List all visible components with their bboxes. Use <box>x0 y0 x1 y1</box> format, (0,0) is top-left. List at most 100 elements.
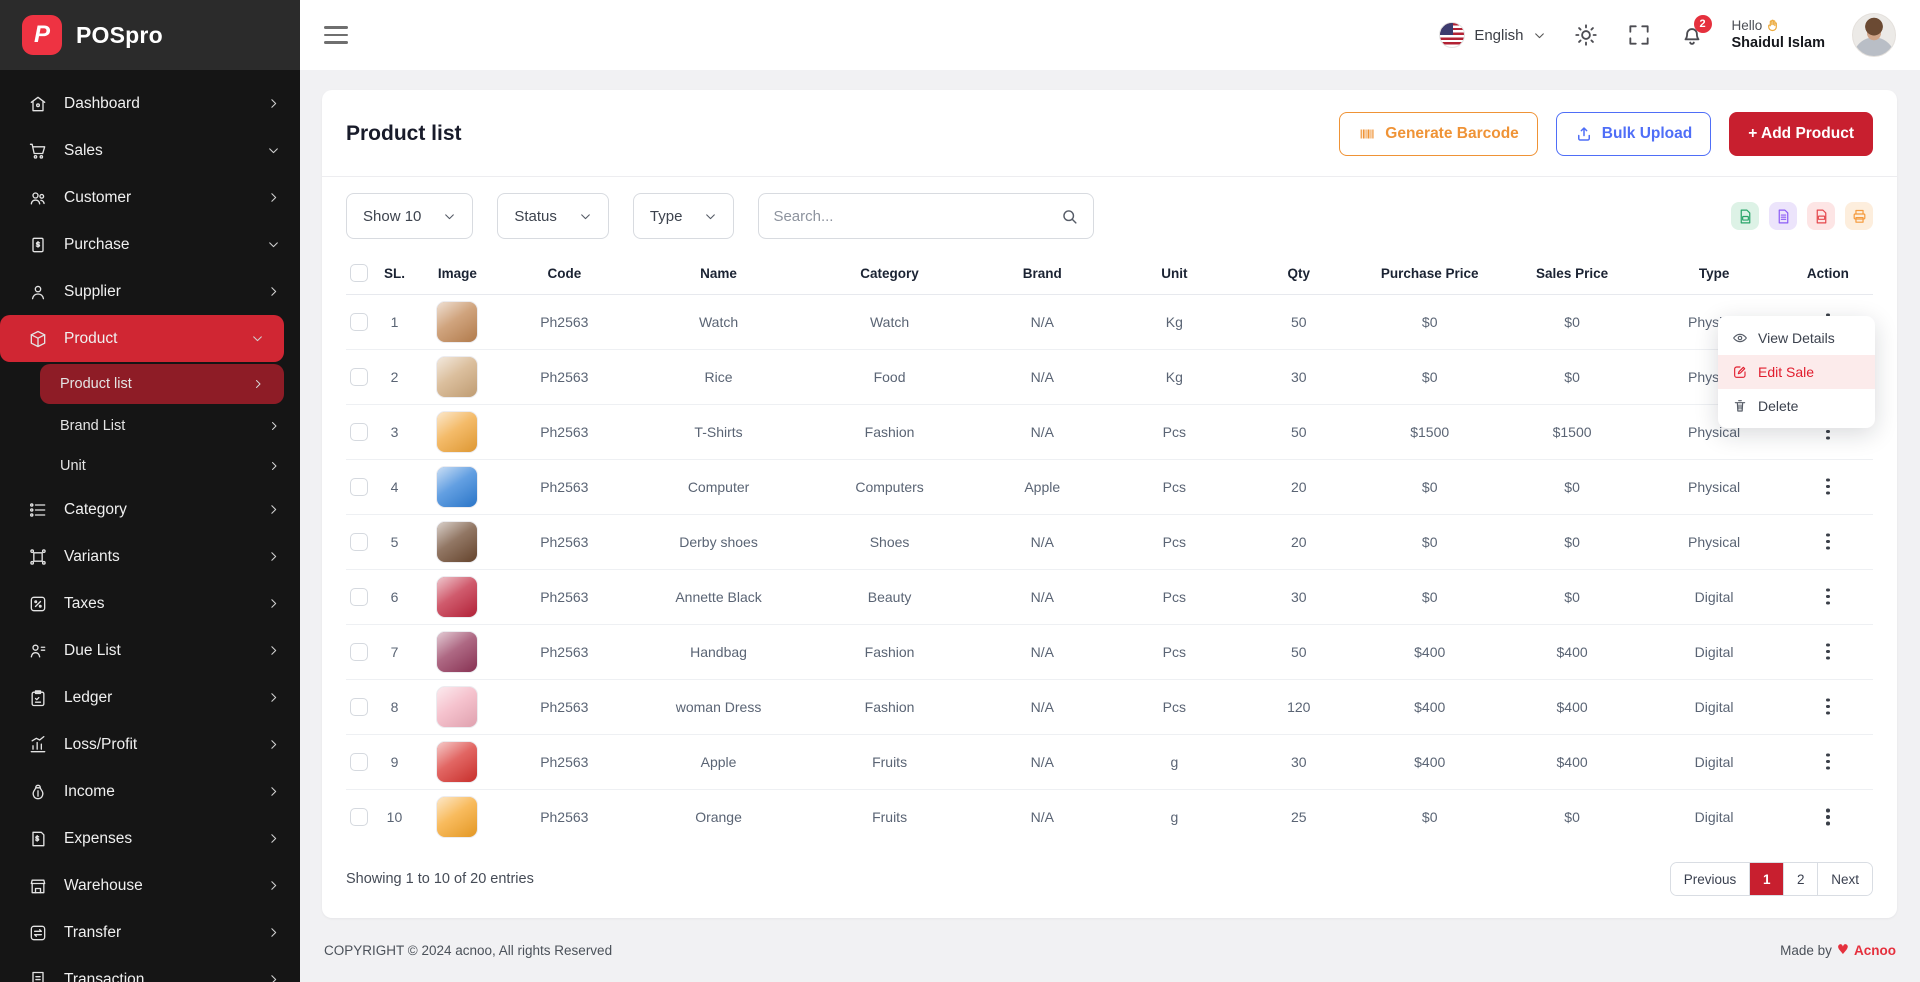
row-actions-kebab-icon[interactable] <box>1816 750 1840 774</box>
row-actions-kebab-icon[interactable] <box>1816 640 1840 664</box>
notification-badge: 2 <box>1693 15 1712 33</box>
sidebar-item-label: Supplier <box>64 282 121 300</box>
cell-type: Physical <box>1645 459 1783 515</box>
sidebar-subitem-product-list[interactable]: Product list <box>40 364 284 404</box>
search-icon[interactable] <box>1060 207 1079 226</box>
edit-pencil-icon <box>1734 366 1746 378</box>
brand-logo-icon: P <box>22 15 62 55</box>
search-input[interactable] <box>773 207 1051 225</box>
show-entries-select[interactable]: Show 10 <box>346 193 474 239</box>
row-actions-kebab-icon[interactable] <box>1816 695 1840 719</box>
row-checkbox[interactable] <box>349 697 368 716</box>
cell-qty: 120 <box>1236 679 1361 735</box>
sidebar-item-expenses[interactable]: Expenses <box>0 815 300 862</box>
show-entries-value: Show 10 <box>363 207 422 225</box>
row-checkbox[interactable] <box>349 642 368 661</box>
sidebar-item-warehouse[interactable]: Warehouse <box>0 862 300 909</box>
export-pdf-button[interactable] <box>1807 202 1835 230</box>
add-product-button[interactable]: + Add Product <box>1729 112 1873 156</box>
language-selector[interactable]: English <box>1439 22 1545 48</box>
menu-item-edit-sale[interactable]: Edit Sale <box>1718 355 1875 389</box>
cell-name: Handbag <box>630 624 807 680</box>
pagination-page-1[interactable]: 1 <box>1749 863 1784 895</box>
col-header-action: Action <box>1782 253 1873 295</box>
sidebar-item-income[interactable]: Income <box>0 768 300 815</box>
search-box <box>758 193 1095 239</box>
sidebar-item-loss-profit[interactable]: Loss/Profit <box>0 721 300 768</box>
row-checkbox[interactable] <box>349 752 368 771</box>
sidebar-item-taxes[interactable]: Taxes <box>0 580 300 627</box>
row-checkbox[interactable] <box>349 807 368 826</box>
cell-qty: 30 <box>1236 734 1361 790</box>
sidebar-item-transaction[interactable]: Transaction <box>0 956 300 982</box>
cell-category: Beauty <box>806 569 973 625</box>
pagination-page-2[interactable]: 2 <box>1783 863 1818 895</box>
sidebar-item-label: Transaction <box>64 970 145 982</box>
cell-sales-price: $0 <box>1498 459 1646 515</box>
sidebar-item-product[interactable]: Product <box>0 315 284 362</box>
sidebar-item-supplier[interactable]: Supplier <box>0 268 300 315</box>
row-checkbox[interactable] <box>349 367 368 386</box>
made-by-brand-link[interactable]: Acnoo <box>1854 942 1896 958</box>
sidebar-item-ledger[interactable]: Ledger <box>0 674 300 721</box>
user-avatar[interactable] <box>1852 13 1896 57</box>
row-actions-kebab-icon[interactable] <box>1816 585 1840 609</box>
row-actions-kebab-icon[interactable] <box>1816 530 1840 554</box>
export-csv-button[interactable] <box>1731 202 1759 230</box>
expenses-icon <box>32 831 45 846</box>
notifications-button[interactable]: 2 <box>1679 15 1712 48</box>
bulk-upload-button[interactable]: Bulk Upload <box>1555 112 1712 156</box>
sidebar-item-category[interactable]: Category <box>0 486 300 533</box>
row-checkbox[interactable] <box>349 587 368 606</box>
pagination-next[interactable]: Next <box>1817 863 1872 895</box>
sidebar-item-variants[interactable]: Variants <box>0 533 300 580</box>
sidebar-item-due-list[interactable]: Due List <box>0 627 300 674</box>
cell-sl: 9 <box>371 734 417 790</box>
menu-item-delete[interactable]: Delete <box>1718 389 1875 423</box>
cell-category: Food <box>806 349 973 405</box>
sidebar-item-label: Product <box>64 329 118 347</box>
brand-name: POSpro <box>76 21 163 48</box>
menu-item-view-details[interactable]: View Details <box>1718 321 1875 355</box>
sidebar-item-customer[interactable]: Customer <box>0 174 300 221</box>
warehouse-icon <box>30 879 46 893</box>
theme-toggle-button[interactable] <box>1573 22 1599 48</box>
sidebar-subitem-unit[interactable]: Unit <box>0 446 300 486</box>
type-select[interactable]: Type <box>632 193 735 239</box>
sidebar-item-sales[interactable]: Sales <box>0 127 300 174</box>
row-checkbox[interactable] <box>349 422 368 441</box>
cell-sales-price: $0 <box>1498 514 1646 570</box>
status-select[interactable]: Status <box>497 193 609 239</box>
print-button[interactable] <box>1845 202 1873 230</box>
sidebar-item-purchase[interactable]: Purchase <box>0 221 300 268</box>
pagination-previous[interactable]: Previous <box>1670 863 1750 895</box>
fullscreen-button[interactable] <box>1626 22 1652 48</box>
product-image <box>436 300 479 343</box>
generate-barcode-button[interactable]: Generate Barcode <box>1339 112 1538 156</box>
row-checkbox[interactable] <box>349 477 368 496</box>
row-actions-kebab-icon[interactable] <box>1816 805 1840 829</box>
csv-file-icon <box>1740 209 1750 223</box>
export-excel-button[interactable] <box>1769 202 1797 230</box>
chevron-right-icon <box>271 505 277 514</box>
main-area: English 2 Hello S <box>300 0 1920 982</box>
row-checkbox[interactable] <box>349 312 368 331</box>
sidebar-menu: Dashboard Sales Customer Purchase Su <box>0 70 300 982</box>
sidebar-subitem-brand-list[interactable]: Brand List <box>0 406 300 446</box>
row-checkbox[interactable] <box>349 532 368 551</box>
sidebar-item-label: Dashboard <box>64 94 140 112</box>
row-actions-kebab-icon[interactable] <box>1816 420 1840 444</box>
product-image <box>436 355 479 398</box>
table-header-row: SL. Image Code Name Category Brand Unit … <box>346 253 1873 295</box>
col-header-sales-price: Sales Price <box>1498 253 1646 295</box>
cell-purchase-price: $400 <box>1360 679 1499 735</box>
row-actions-kebab-icon[interactable] <box>1816 475 1840 499</box>
cell-type: Digital <box>1694 808 1734 825</box>
cell-brand: N/A <box>972 294 1112 350</box>
cell-brand: N/A <box>1030 808 1054 825</box>
hamburger-menu-icon[interactable] <box>324 26 348 44</box>
cell-type: Digital <box>1645 734 1783 790</box>
sidebar-item-dashboard[interactable]: Dashboard <box>0 80 300 127</box>
select-all-checkbox[interactable] <box>349 264 368 283</box>
sidebar-item-transfer[interactable]: Transfer <box>0 909 300 956</box>
